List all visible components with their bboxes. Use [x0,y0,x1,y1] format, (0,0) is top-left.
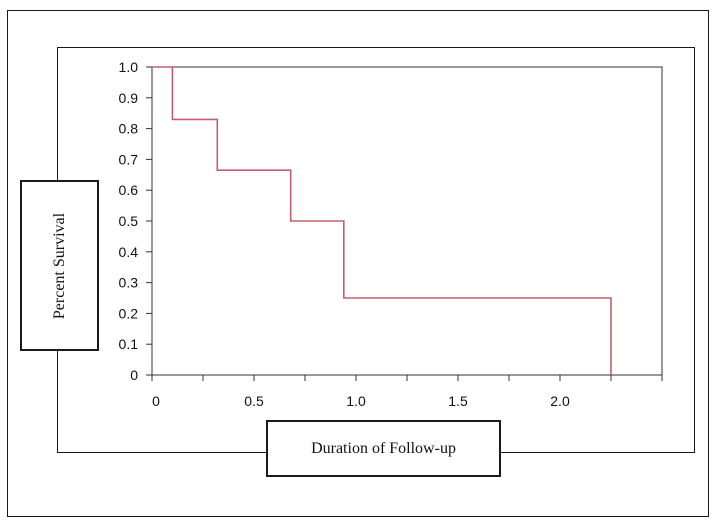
series-layer [152,66,612,375]
y-tick-label: 0.1 [119,336,139,352]
outer-frame [7,10,709,517]
x-tick-label: 0 [152,393,160,409]
y-tick-label: 0.3 [119,275,139,291]
y-tick-label: 0.8 [119,121,139,137]
y-tick-label: 0.5 [119,213,139,229]
y-tick-label: 0 [130,367,138,383]
y-tick-label: 0.9 [119,90,139,106]
x-axis-label: Duration of Follow-up [311,439,456,457]
y-axis-label: Percent Survival [50,212,68,319]
plot-area [151,66,663,376]
y-tick-label: 0.6 [119,182,139,198]
y-tick-label: 0.4 [119,244,139,260]
x-tick-label: 0.5 [244,393,264,409]
x-tick-label: 2.0 [550,393,570,409]
y-axis-ticks [146,66,152,376]
x-axis-label-box: Duration of Follow-up [266,420,501,477]
x-axis-tick-labels: 0 0.5 1.0 1.5 2.0 [152,393,570,409]
y-axis-label-box: Percent Survival [20,180,99,351]
y-tick-label: 0.7 [119,151,139,167]
y-tick-label: 0.2 [119,305,139,321]
y-tick-label: 1.0 [119,59,139,75]
x-tick-label: 1.0 [346,393,366,409]
survival-step-line [152,66,612,375]
y-axis-tick-labels: 0 0.1 0.2 0.3 0.4 0.5 0.6 0.7 0.8 0.9 1.0 [119,59,139,383]
x-axis-ticks [151,375,663,381]
x-tick-label: 1.5 [448,393,468,409]
